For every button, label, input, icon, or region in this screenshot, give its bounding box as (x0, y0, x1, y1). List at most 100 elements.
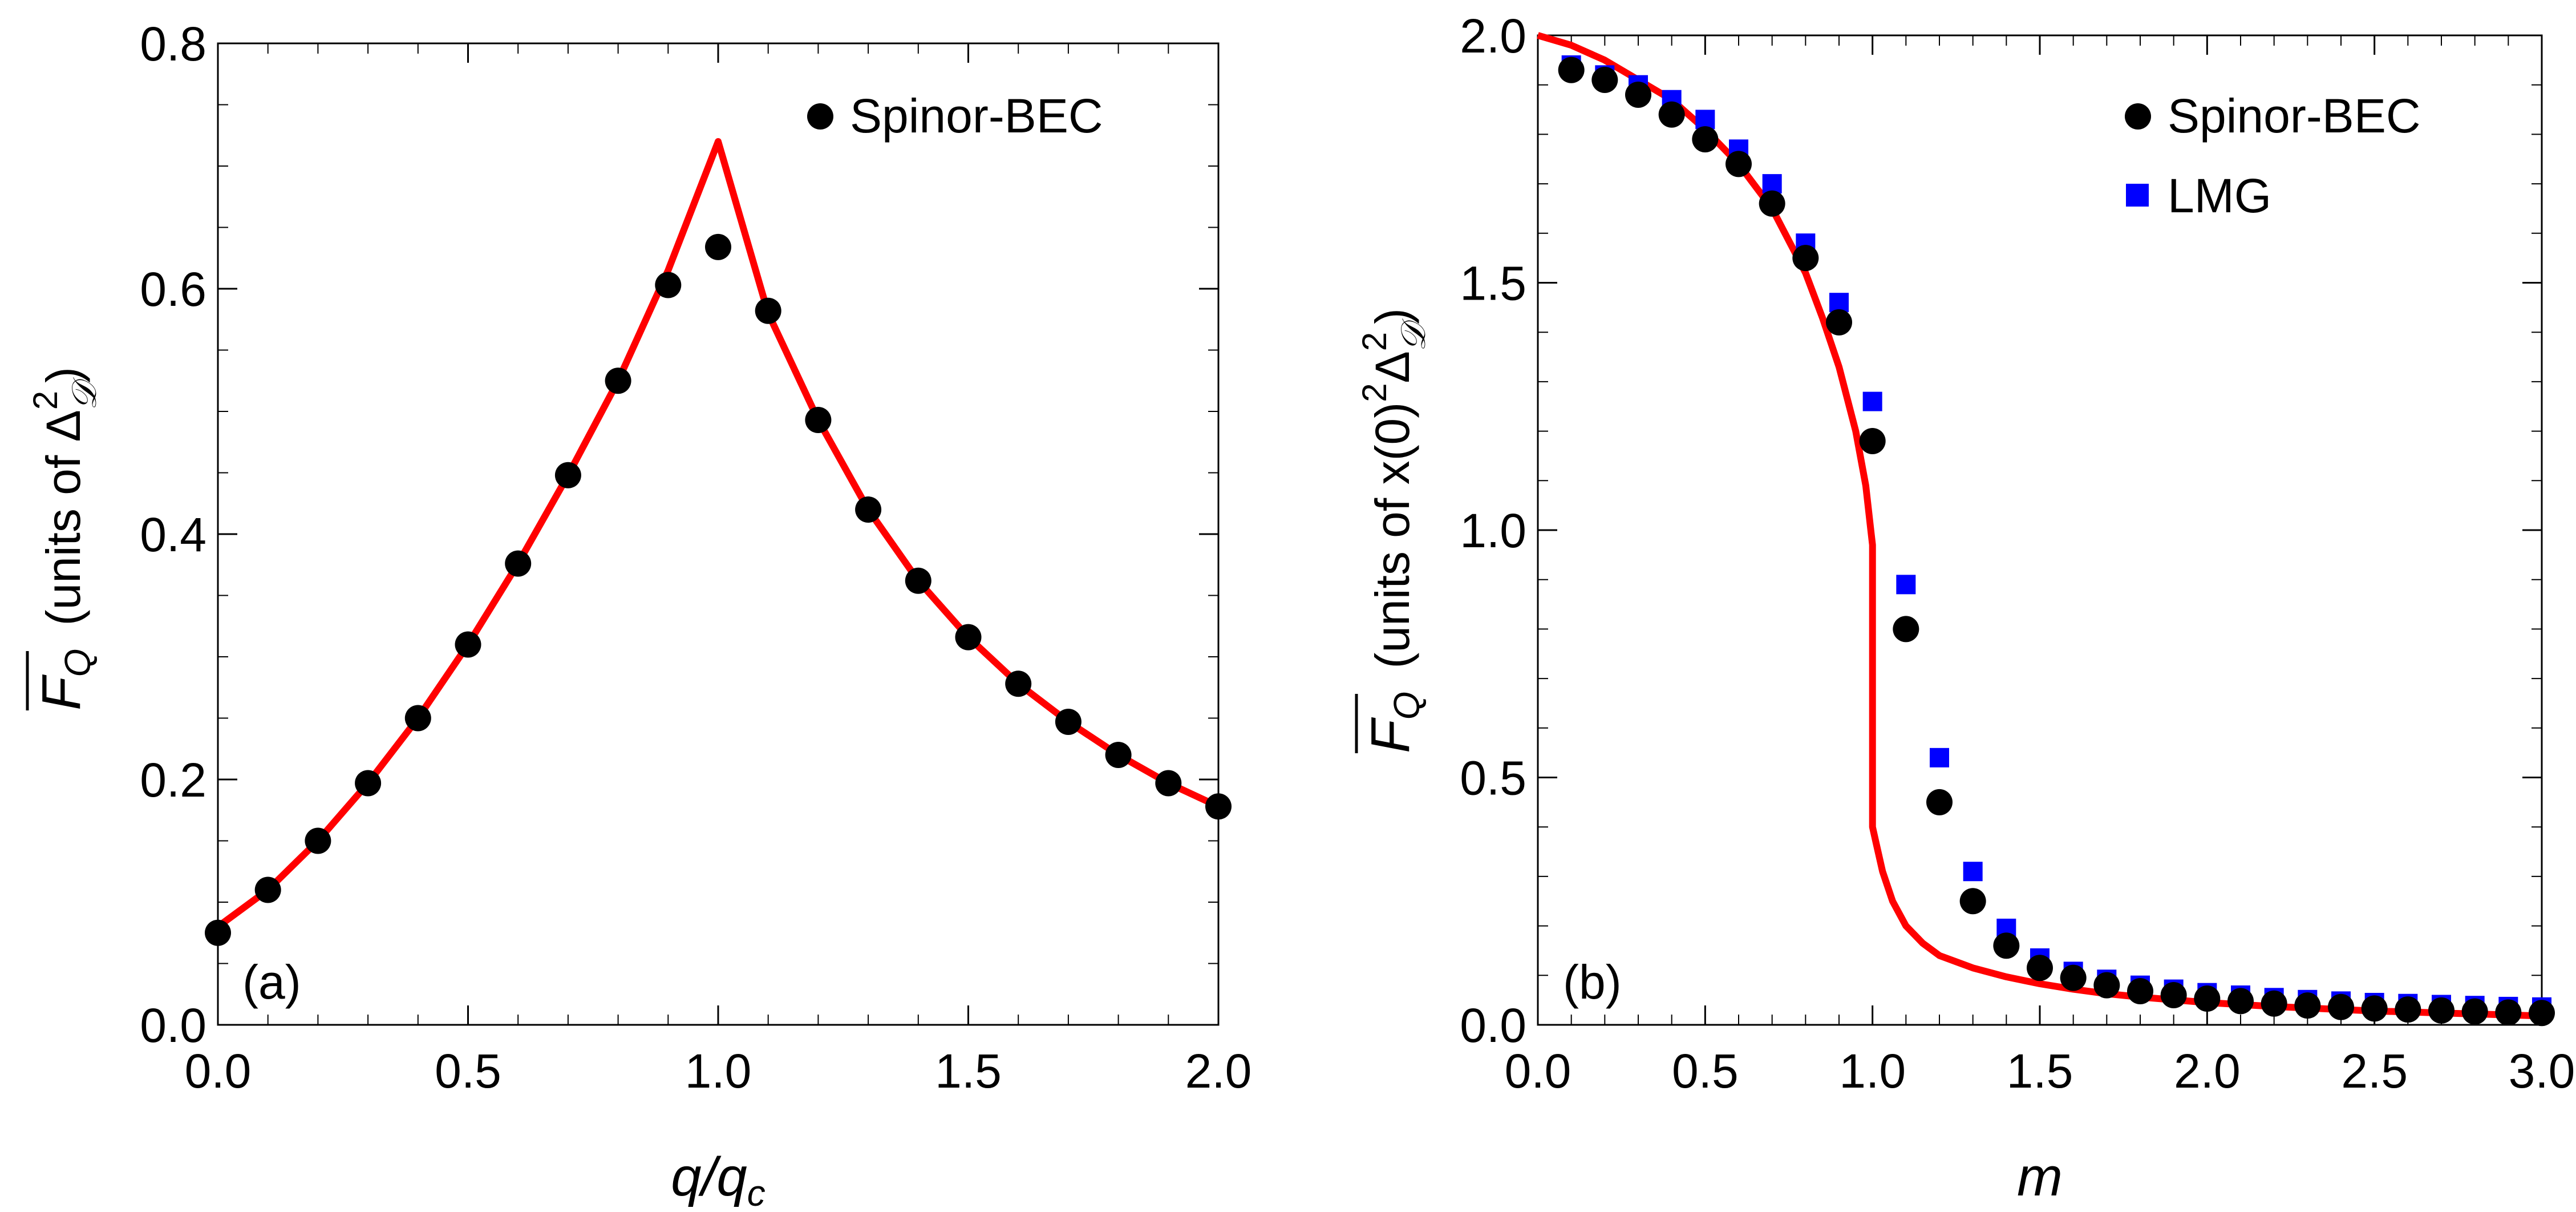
y-tick-label: 0.2 (140, 753, 206, 807)
spinor-bec-point (1055, 708, 1082, 735)
spinor-bec-point (755, 297, 781, 324)
spinor-bec-point (1792, 245, 1819, 272)
spinor-bec-point (1005, 670, 1032, 697)
spinor-bec-point (2194, 985, 2221, 1012)
spinor-bec-point (2127, 978, 2153, 1005)
spinor-bec-point (2529, 1000, 2555, 1027)
x-tick-label: 1.0 (1839, 1044, 1906, 1098)
x-tick-label: 0.0 (1505, 1044, 1571, 1098)
spinor-bec-point (254, 876, 281, 903)
y-tick-label: 1.0 (1460, 504, 1526, 557)
spinor-bec-point (2495, 999, 2522, 1026)
y-tick-label: 0.6 (140, 262, 206, 316)
theory-line (216, 138, 1220, 930)
lmg-point (1829, 293, 1849, 313)
spinor-bec-point (1759, 190, 1785, 217)
spinor-bec-point (855, 496, 882, 523)
panel-a-theory-curve (216, 138, 1220, 930)
y-tick-label: 0.4 (140, 508, 206, 561)
x-tick-label: 0.5 (435, 1044, 501, 1098)
spinor-bec-point (1692, 126, 1719, 153)
spinor-bec-point (2261, 990, 2287, 1017)
spinor-bec-point (1826, 309, 1852, 336)
spinor-bec-point (455, 631, 481, 658)
legend-marker-square (2126, 184, 2149, 207)
spinor-bec-point (1959, 888, 1986, 915)
spinor-bec-point (2227, 988, 2254, 1015)
y-tick-label: 1.5 (1460, 257, 1526, 310)
legend-marker-circle (2125, 103, 2151, 130)
spinor-bec-point (2328, 993, 2354, 1020)
lmg-point (1762, 174, 1782, 194)
spinor-bec-point (1993, 932, 2020, 959)
panel-b-y-axis-label: FQ(units of x(0)2Δ2𝒟) (1355, 308, 1432, 753)
x-tick-label: 1.5 (2007, 1044, 2073, 1098)
x-tick-label: 2.0 (2174, 1044, 2241, 1098)
spinor-bec-point (2060, 964, 2087, 991)
panel-a-legend: Spinor-BEC (807, 89, 1103, 143)
spinor-bec-point (1205, 793, 1232, 820)
panel-b-x-axis-label: m (2017, 1146, 2063, 1207)
panel-a-x-axis-label: q/qc (671, 1146, 765, 1212)
panel-b-minor-ticks (1537, 35, 2542, 1025)
panel-b: 0.0 0.5 1.0 1.5 2.0 2.5 3.0 0.0 0.5 1.0 1.5 2.0 Spi… (1355, 9, 2575, 1207)
spinor-bec-point (1625, 82, 1651, 108)
spinor-bec-point (305, 827, 331, 854)
panel-a-ticks: 0.0 0.5 1.0 1.5 2.0 0.0 0.2 0.4 0.6 0.8 (140, 17, 1251, 1098)
spinor-bec-point (655, 272, 682, 298)
spinor-bec-point (2027, 955, 2053, 981)
panel-a-tag: (a) (242, 955, 301, 1009)
spinor-bec-point (2428, 997, 2455, 1024)
lmg-point (1695, 110, 1715, 130)
x-tick-label: 1.0 (685, 1044, 752, 1098)
spinor-bec-point (1658, 101, 1685, 128)
x-tick-label: 0.0 (185, 1044, 252, 1098)
panel-b-points (1558, 55, 2555, 1027)
spinor-bec-point (1893, 616, 1919, 643)
spinor-bec-point (1591, 67, 1618, 94)
x-tick-label: 0.5 (1672, 1044, 1739, 1098)
panel-b-legend: Spinor-BEC LMG (2125, 89, 2421, 223)
svg-text:FQ(units of Δ2𝒟): FQ(units of Δ2𝒟) (26, 367, 103, 710)
svg-text:FQ(units of x(0)2Δ2𝒟): FQ(units of x(0)2Δ2𝒟) (1355, 308, 1432, 753)
spinor-bec-point (2160, 981, 2187, 1008)
panel-a: 0.0 0.5 1.0 1.5 2.0 0.0 0.2 0.4 0.6 0.8 Spinor-BE… (26, 17, 1251, 1212)
spinor-bec-point (554, 462, 581, 488)
spinor-bec-point (805, 407, 832, 434)
spinor-bec-point (2395, 996, 2421, 1023)
spinor-bec-point (2294, 992, 2321, 1019)
spinor-bec-point (1926, 789, 1953, 815)
x-tick-label: 2.5 (2341, 1044, 2408, 1098)
panel-b-tag: (b) (1563, 955, 1622, 1009)
lmg-point (1963, 862, 1983, 882)
spinor-bec-point (705, 233, 731, 260)
legend-label-spinor-bec: Spinor-BEC (2168, 89, 2421, 143)
spinor-bec-point (955, 624, 982, 651)
panel-a-points (205, 233, 1232, 946)
panel-a-y-axis-label: FQ(units of Δ2𝒟) (26, 367, 103, 710)
panel-b-ticks: 0.0 0.5 1.0 1.5 2.0 2.5 3.0 0.0 0.5 1.0 1.5 2.0 (1460, 9, 2575, 1098)
spinor-bec-point (505, 550, 532, 577)
spinor-bec-point (605, 367, 631, 394)
spinor-bec-point (905, 567, 931, 594)
y-tick-label: 0.5 (1460, 752, 1526, 805)
y-tick-label: 0.0 (1460, 999, 1526, 1052)
spinor-bec-point (2461, 998, 2488, 1025)
spinor-bec-point (1558, 56, 1585, 83)
spinor-bec-point (1726, 151, 1752, 177)
x-tick-label: 3.0 (2509, 1044, 2575, 1098)
spinor-bec-point (355, 770, 382, 797)
lmg-point (1896, 575, 1916, 595)
legend-label-spinor-bec: Spinor-BEC (850, 89, 1103, 143)
x-tick-label: 1.5 (935, 1044, 1002, 1098)
x-tick-label: 2.0 (1185, 1044, 1252, 1098)
spinor-bec-point (1105, 742, 1132, 768)
spinor-bec-point (205, 919, 231, 946)
spinor-bec-point (2361, 995, 2388, 1022)
lmg-point (1862, 391, 1882, 411)
y-tick-label: 0.8 (140, 17, 206, 71)
lmg-point (1930, 748, 1949, 767)
spinor-bec-point (1155, 770, 1182, 797)
legend-label-lmg: LMG (2168, 169, 2271, 223)
